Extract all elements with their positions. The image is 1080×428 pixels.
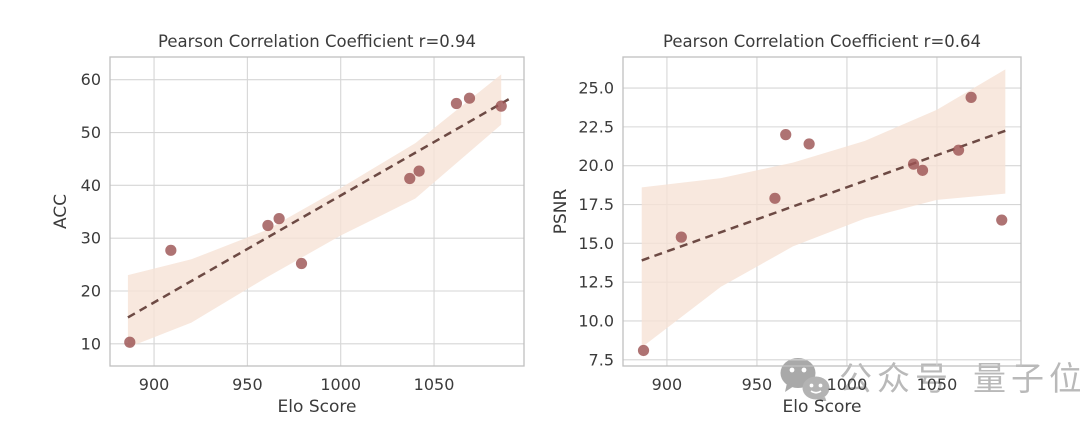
regression-line (641, 129, 1006, 262)
scatter-point (780, 129, 792, 141)
y-axis-label: PSNR (551, 189, 571, 235)
scatter-point (295, 257, 308, 270)
scatter-point (637, 344, 650, 357)
scatter-point (996, 214, 1008, 226)
y-axis-label: ACC (51, 194, 71, 229)
scatter-point (273, 213, 285, 225)
y-tick-label: 22.5 (578, 117, 614, 136)
x-tick-label: 900 (652, 375, 683, 394)
regression-line (127, 98, 510, 319)
scatter-point (165, 244, 177, 256)
scatter-point (463, 92, 476, 104)
plot-frame (109, 56, 525, 367)
y-tick-label: 30 (81, 229, 101, 248)
scatter-point (413, 165, 425, 177)
y-tick-label: 17.5 (578, 195, 614, 214)
y-tick-label: 60 (81, 70, 101, 89)
y-tick-label: 20.0 (578, 156, 614, 175)
confidence-band (641, 69, 1006, 348)
scatter-point (907, 158, 920, 170)
plot-frame (622, 56, 1022, 367)
x-axis-label: Elo Score (278, 397, 357, 417)
scatter-point (965, 91, 977, 103)
chart-title: Pearson Correlation Coefficient r=0.64 (663, 32, 981, 51)
chart-title: Pearson Correlation Coefficient r=0.94 (158, 32, 476, 51)
scatter-point (675, 231, 687, 243)
scatter-point (803, 138, 815, 150)
scatter-point (450, 97, 463, 110)
y-tick-label: 15.0 (578, 234, 614, 253)
y-tick-label: 50 (81, 123, 101, 142)
y-tick-label: 12.5 (578, 273, 614, 292)
scatter-point (769, 192, 781, 204)
scatter-point (404, 172, 416, 185)
x-tick-label: 900 (139, 375, 170, 394)
scatter-point (916, 164, 929, 176)
x-tick-label: 950 (232, 375, 263, 394)
scatter-point (952, 144, 965, 156)
y-tick-label: 7.5 (589, 350, 614, 369)
x-tick-label: 1000 (827, 375, 868, 394)
confidence-band (127, 74, 502, 348)
x-tick-label: 950 (742, 375, 773, 394)
y-tick-label: 10 (81, 334, 101, 353)
x-axis-label: Elo Score (783, 397, 862, 417)
x-tick-label: 1050 (917, 375, 958, 394)
scatter-point (124, 336, 136, 348)
x-tick-label: 1050 (414, 375, 455, 394)
x-tick-label: 1000 (320, 375, 361, 394)
y-tick-label: 25.0 (578, 79, 614, 98)
y-tick-label: 20 (81, 281, 101, 300)
scatter-point (262, 219, 274, 232)
y-tick-label: 40 (81, 176, 101, 195)
y-tick-label: 10.0 (578, 311, 614, 330)
scatter-point (495, 100, 507, 112)
